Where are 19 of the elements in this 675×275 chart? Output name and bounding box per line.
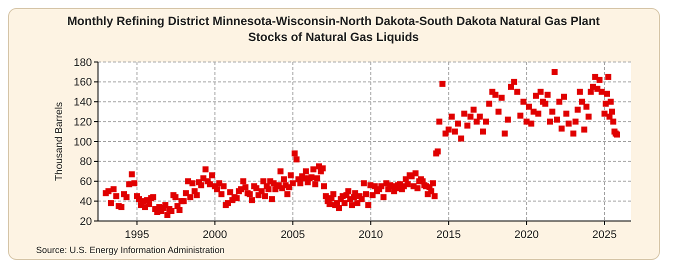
x-tick-label: 2010 — [358, 229, 383, 241]
y-tick-label: 140 — [74, 96, 92, 109]
y-tick-label: 60 — [80, 176, 92, 188]
y-tick-label: 80 — [80, 156, 92, 168]
y-tick-label: 20 — [80, 216, 92, 228]
source-note: Source: U.S. Energy Information Administration — [36, 245, 225, 255]
y-tick-label: 160 — [74, 76, 92, 89]
chart-title: Monthly Refining District Minnesota-Wisconsin-North Dakota-South Dakota Natural Gas Plant Stocks of Natural Gas Liquids — [67, 14, 600, 44]
y-tick-label: 180 — [74, 56, 92, 69]
x-tick-label: 2020 — [514, 229, 539, 241]
y-tick-label: 120 — [74, 116, 92, 128]
x-tick-label: 2015 — [436, 229, 461, 241]
x-tick-label: 1995 — [124, 229, 150, 241]
y-axis-title: Thousand Barrels — [54, 102, 65, 181]
x-tick-label: 2005 — [280, 229, 306, 241]
y-tick-label: 100 — [74, 136, 92, 148]
x-tick-label: 2025 — [592, 229, 617, 241]
x-tick-label: 2000 — [202, 229, 228, 241]
y-tick-label: 40 — [80, 196, 92, 208]
